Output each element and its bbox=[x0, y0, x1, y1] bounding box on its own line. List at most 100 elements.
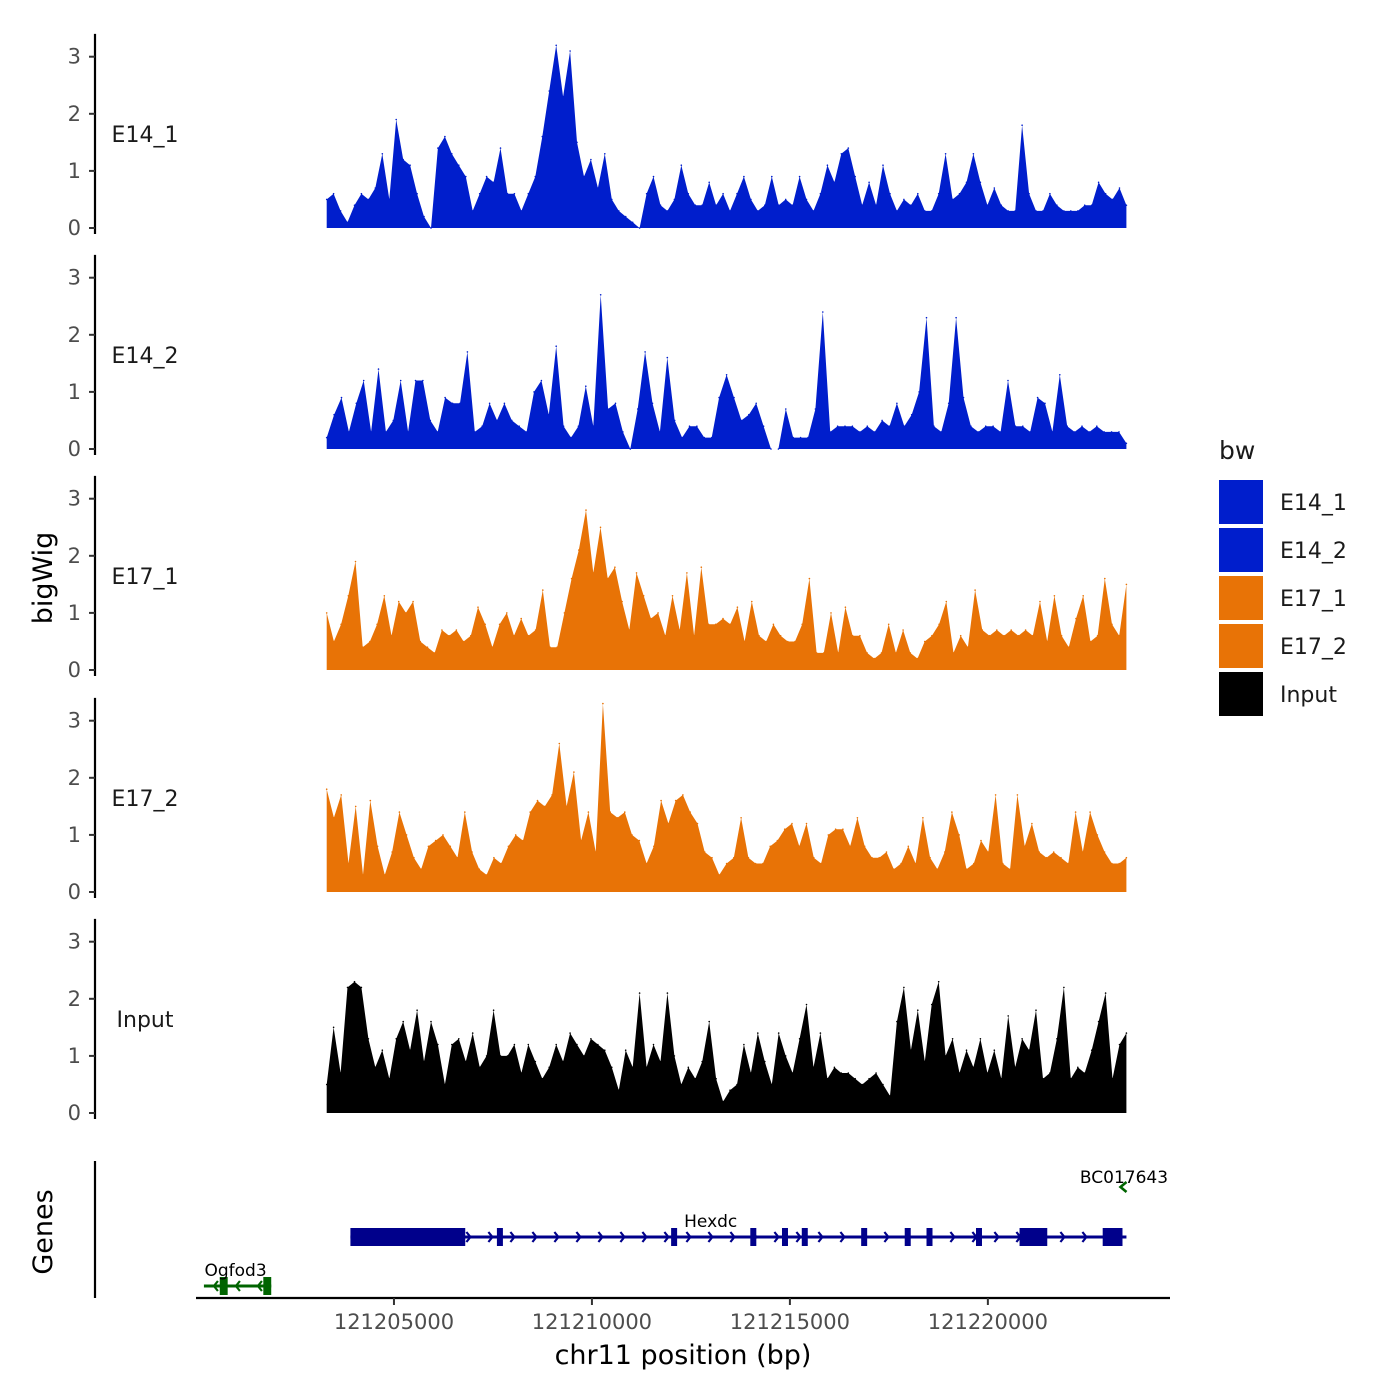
data-point bbox=[1021, 1038, 1023, 1040]
data-point bbox=[1104, 577, 1106, 580]
strand-arrow bbox=[1118, 1181, 1128, 1193]
data-point bbox=[777, 1032, 780, 1034]
data-point bbox=[910, 413, 913, 416]
data-point bbox=[493, 856, 495, 859]
data-point bbox=[385, 431, 387, 433]
data-point bbox=[507, 845, 510, 848]
x-tick-label: 121215000 bbox=[730, 1310, 850, 1334]
strand-arrow bbox=[531, 1231, 538, 1243]
data-point bbox=[360, 192, 363, 195]
data-point bbox=[671, 595, 674, 597]
signal-tracks: 0 1 2 3 E14_1 0 1 2 3 E14_2 0 1 2 3 E17_1 0 1 2 3 E17_2 0 1 2 3… bbox=[68, 33, 1128, 1125]
data-point bbox=[520, 617, 522, 620]
data-point bbox=[616, 817, 619, 819]
data-point bbox=[590, 158, 592, 161]
data-point bbox=[808, 577, 811, 580]
data-point bbox=[437, 1043, 439, 1046]
data-point bbox=[725, 862, 728, 865]
data-point bbox=[624, 811, 626, 813]
data-point bbox=[470, 634, 472, 637]
gene-label: BC017643 bbox=[1080, 1168, 1168, 1188]
data-point bbox=[525, 431, 528, 433]
data-point bbox=[826, 164, 829, 166]
data-point bbox=[325, 198, 328, 201]
data-point bbox=[491, 646, 494, 648]
data-point bbox=[1070, 210, 1072, 212]
data-point bbox=[958, 192, 961, 195]
data-point bbox=[1077, 210, 1079, 212]
data-point bbox=[592, 572, 595, 574]
data-point bbox=[339, 210, 342, 212]
data-point bbox=[972, 1066, 975, 1069]
data-point bbox=[861, 1083, 863, 1086]
legend-title: bw bbox=[1219, 436, 1255, 465]
data-point bbox=[1014, 425, 1017, 428]
data-point bbox=[1068, 646, 1070, 648]
data-point bbox=[563, 612, 566, 614]
data-point bbox=[851, 634, 854, 637]
strand-arrow bbox=[575, 1231, 582, 1243]
exon bbox=[861, 1228, 868, 1246]
data-point bbox=[689, 811, 691, 813]
data-point bbox=[541, 135, 544, 138]
data-point bbox=[859, 634, 861, 637]
data-point bbox=[944, 1055, 947, 1057]
strand-arrow bbox=[817, 1231, 824, 1243]
data-point bbox=[518, 425, 520, 428]
data-point bbox=[844, 425, 846, 428]
data-point bbox=[433, 652, 436, 654]
data-point bbox=[397, 600, 400, 603]
data-point bbox=[937, 980, 940, 983]
data-point bbox=[555, 1043, 557, 1046]
data-point bbox=[868, 181, 870, 184]
data-point bbox=[1088, 431, 1091, 433]
data-point bbox=[1111, 862, 1113, 865]
data-point bbox=[426, 646, 429, 648]
data-point bbox=[903, 198, 905, 201]
data-point bbox=[367, 198, 370, 201]
data-point bbox=[805, 198, 808, 201]
data-point bbox=[395, 1038, 398, 1040]
data-point bbox=[485, 1055, 488, 1057]
data-point bbox=[771, 175, 773, 178]
data-point bbox=[430, 1020, 432, 1023]
legend-swatch bbox=[1219, 576, 1263, 620]
data-point bbox=[402, 158, 405, 161]
data-point bbox=[933, 425, 935, 428]
data-point bbox=[977, 431, 980, 433]
data-point bbox=[711, 856, 713, 859]
y-tick-label: 1 bbox=[68, 1044, 81, 1068]
data-point bbox=[478, 868, 481, 870]
data-point bbox=[988, 634, 991, 637]
data-point bbox=[652, 175, 655, 178]
data-point bbox=[770, 448, 772, 450]
data-point bbox=[1023, 845, 1026, 848]
data-point bbox=[769, 845, 771, 848]
legend-label: E14_1 bbox=[1280, 491, 1347, 516]
strand-arrow bbox=[487, 1231, 494, 1243]
data-point bbox=[464, 811, 466, 813]
data-point bbox=[1028, 192, 1030, 195]
data-point bbox=[992, 425, 994, 428]
data-point bbox=[856, 817, 859, 819]
data-point bbox=[645, 1066, 648, 1069]
data-point bbox=[498, 623, 501, 626]
data-point bbox=[618, 210, 620, 212]
data-point bbox=[1110, 431, 1113, 433]
data-point bbox=[1014, 1066, 1016, 1069]
data-point bbox=[917, 192, 919, 195]
data-point bbox=[392, 419, 395, 422]
data-point bbox=[506, 612, 508, 614]
data-point bbox=[916, 657, 919, 660]
data-point bbox=[715, 204, 717, 206]
data-point bbox=[805, 1003, 808, 1006]
data-point bbox=[930, 1003, 933, 1006]
data-point bbox=[484, 623, 487, 626]
data-point bbox=[638, 992, 641, 994]
data-point bbox=[409, 1049, 411, 1051]
exon bbox=[671, 1228, 678, 1246]
data-point bbox=[1028, 1049, 1030, 1051]
data-point bbox=[462, 640, 465, 643]
data-point bbox=[903, 986, 905, 989]
data-point bbox=[733, 856, 735, 859]
